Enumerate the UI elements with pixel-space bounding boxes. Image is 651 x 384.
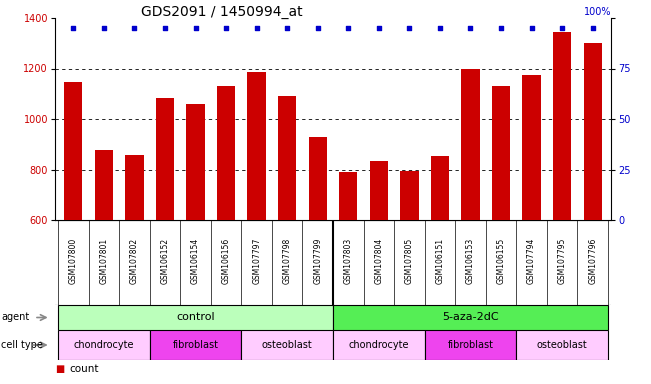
Bar: [333, 330, 424, 360]
Text: osteoblast: osteoblast: [262, 340, 312, 350]
Bar: [125, 155, 144, 220]
Text: GSM107794: GSM107794: [527, 238, 536, 284]
Point: [435, 25, 445, 31]
Text: GSM106155: GSM106155: [497, 238, 506, 284]
Text: fibroblast: fibroblast: [447, 340, 493, 350]
Text: cell type: cell type: [1, 340, 43, 350]
Point: [221, 25, 231, 31]
Point: [190, 25, 201, 31]
Bar: [217, 86, 235, 220]
Point: [343, 25, 353, 31]
Point: [68, 25, 79, 31]
Bar: [247, 72, 266, 220]
Point: [557, 25, 567, 31]
Text: count: count: [69, 364, 99, 374]
Bar: [522, 75, 541, 220]
Bar: [156, 98, 174, 220]
Point: [527, 25, 537, 31]
Text: osteoblast: osteoblast: [536, 340, 587, 350]
Bar: [333, 305, 608, 330]
Bar: [94, 150, 113, 220]
Text: GSM106152: GSM106152: [161, 238, 169, 284]
Text: GSM106156: GSM106156: [221, 238, 230, 284]
Text: GSM107805: GSM107805: [405, 238, 414, 284]
Text: agent: agent: [1, 313, 29, 323]
Bar: [150, 330, 242, 360]
Bar: [58, 305, 333, 330]
Point: [129, 25, 139, 31]
Bar: [583, 43, 602, 220]
Text: GSM107804: GSM107804: [374, 238, 383, 284]
Bar: [462, 68, 480, 220]
Text: GSM106151: GSM106151: [436, 238, 445, 284]
Bar: [516, 330, 608, 360]
Text: GSM107800: GSM107800: [69, 238, 78, 284]
Point: [99, 25, 109, 31]
Text: fibroblast: fibroblast: [173, 340, 219, 350]
Bar: [553, 32, 572, 220]
Text: control: control: [176, 313, 215, 323]
Point: [251, 25, 262, 31]
Text: 5-aza-2dC: 5-aza-2dC: [442, 313, 499, 323]
Text: GDS2091 / 1450994_at: GDS2091 / 1450994_at: [141, 5, 303, 19]
Text: ■: ■: [55, 364, 64, 374]
Bar: [339, 172, 357, 220]
Bar: [424, 330, 516, 360]
Text: GSM106154: GSM106154: [191, 238, 200, 284]
Point: [465, 25, 476, 31]
Point: [587, 25, 598, 31]
Point: [496, 25, 506, 31]
Text: chondrocyte: chondrocyte: [348, 340, 409, 350]
Bar: [242, 330, 333, 360]
Text: GSM107803: GSM107803: [344, 238, 353, 284]
Text: GSM107799: GSM107799: [313, 238, 322, 284]
Text: GSM107795: GSM107795: [558, 238, 566, 284]
Bar: [431, 156, 449, 220]
Point: [374, 25, 384, 31]
Bar: [64, 82, 83, 220]
Bar: [370, 161, 388, 220]
Text: chondrocyte: chondrocyte: [74, 340, 134, 350]
Point: [282, 25, 292, 31]
Bar: [492, 86, 510, 220]
Text: GSM107802: GSM107802: [130, 238, 139, 284]
Bar: [278, 96, 296, 220]
Point: [404, 25, 415, 31]
Bar: [58, 330, 150, 360]
Point: [312, 25, 323, 31]
Text: GSM107796: GSM107796: [588, 238, 597, 284]
Text: GSM107801: GSM107801: [100, 238, 108, 284]
Text: GSM107797: GSM107797: [252, 238, 261, 284]
Point: [159, 25, 170, 31]
Bar: [309, 137, 327, 220]
Text: GSM106153: GSM106153: [466, 238, 475, 284]
Text: GSM107798: GSM107798: [283, 238, 292, 284]
Text: 100%: 100%: [583, 7, 611, 17]
Bar: [186, 104, 204, 220]
Bar: [400, 171, 419, 220]
